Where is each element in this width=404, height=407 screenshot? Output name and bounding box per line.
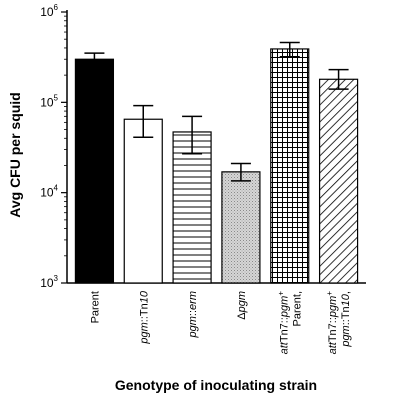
- bar: [172, 131, 212, 284]
- category-label: Parent,: [291, 291, 303, 326]
- y-tick-label: 103: [40, 274, 58, 290]
- category-label: pgm::erm: [187, 291, 199, 338]
- bar: [270, 48, 310, 284]
- axes: [61, 10, 366, 284]
- y-axis-label: Avg CFU per squid: [7, 92, 23, 218]
- category-label: attTn7::pgm+: [325, 291, 339, 355]
- bar: [318, 78, 359, 284]
- category-label: Parent: [89, 291, 101, 323]
- y-tick-label: 106: [40, 3, 58, 19]
- category-label: Δpgm: [236, 291, 248, 320]
- error-bars: [84, 41, 349, 182]
- y-tick-label: 105: [40, 93, 58, 109]
- category-label: pgm::Tn10,: [340, 291, 352, 348]
- bars: [74, 48, 359, 284]
- x-axis-label: Genotype of inoculating strain: [115, 377, 317, 393]
- bar: [221, 171, 261, 284]
- y-tick-labels: 103 104 105 106: [40, 3, 58, 290]
- bar: [74, 58, 115, 284]
- y-tick-label: 104: [40, 184, 58, 200]
- category-label: attTn7::pgm+: [276, 291, 290, 355]
- category-label: pgm::Tn10: [138, 290, 150, 344]
- bar: [123, 118, 163, 284]
